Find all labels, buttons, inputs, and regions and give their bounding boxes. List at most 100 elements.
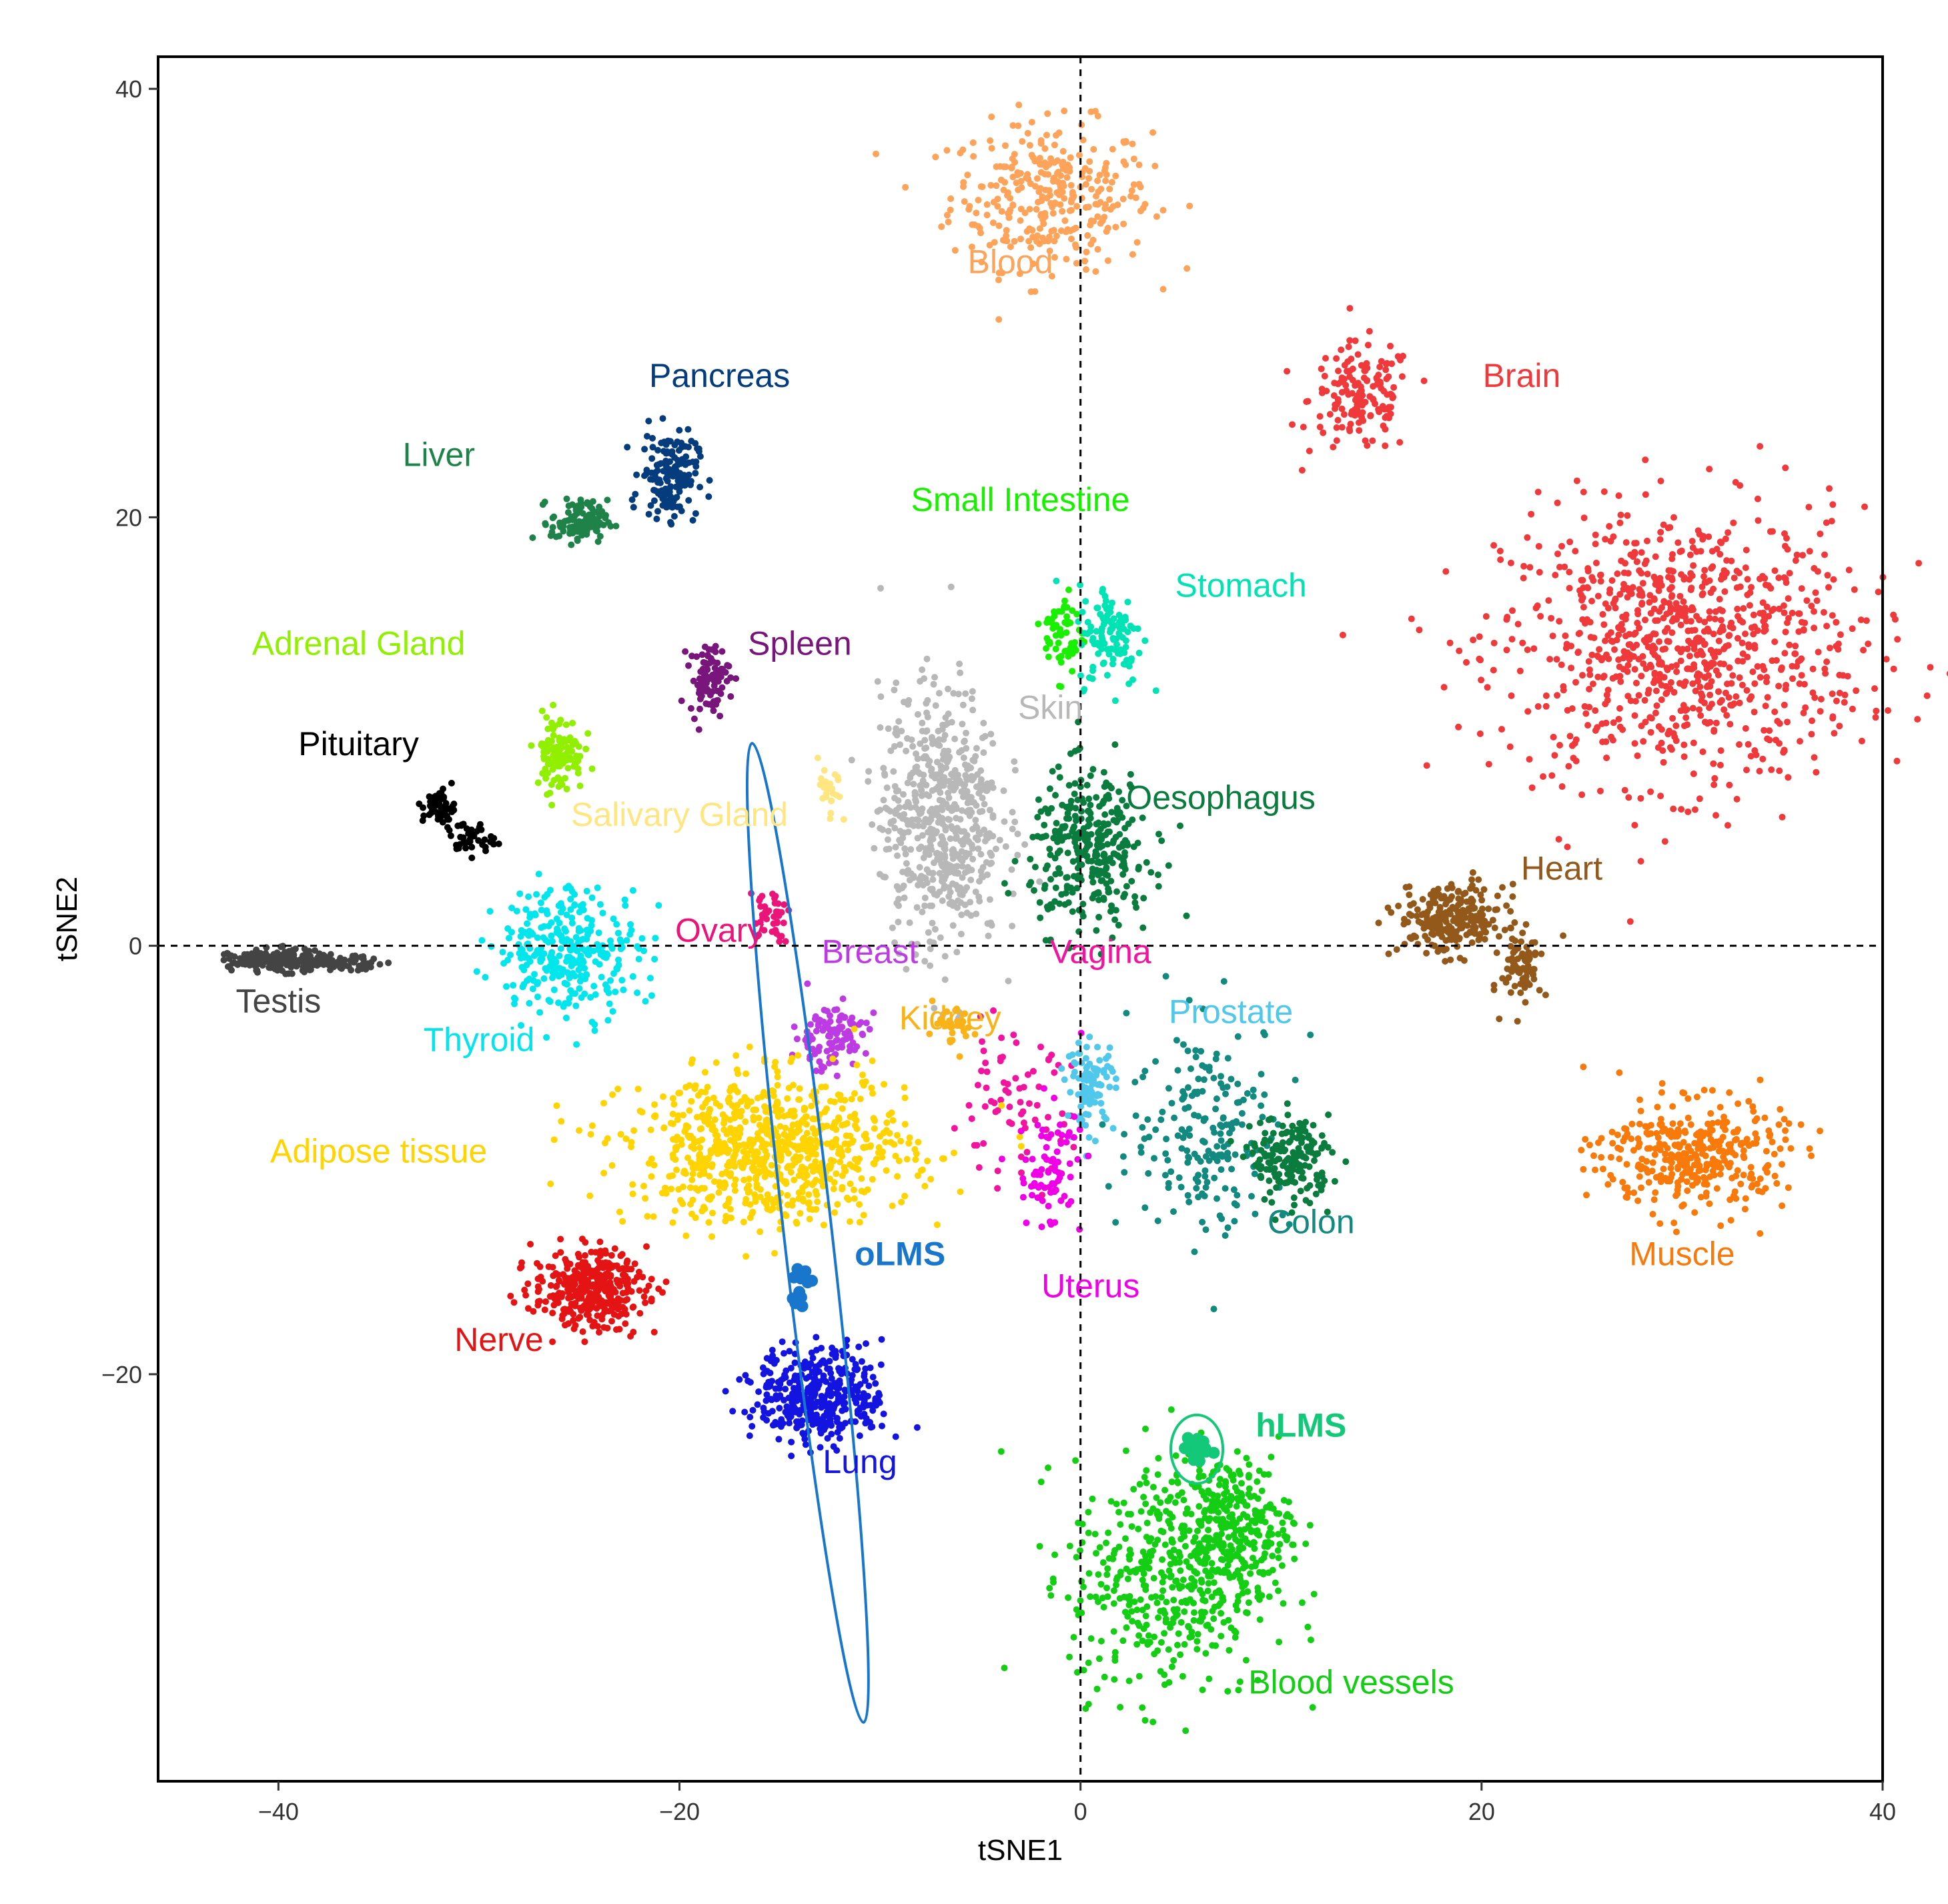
data-point	[250, 959, 258, 967]
data-point	[827, 809, 835, 817]
data-point	[452, 841, 460, 849]
data-point	[1466, 929, 1474, 936]
data-point	[1736, 674, 1743, 681]
data-point	[1228, 1075, 1235, 1083]
data-point	[551, 758, 558, 765]
data-point	[975, 790, 983, 797]
data-point	[983, 201, 991, 208]
data-point	[983, 787, 991, 795]
data-point	[1516, 667, 1524, 674]
data-point	[1792, 650, 1799, 657]
data-point	[882, 805, 889, 811]
data-point	[1312, 1190, 1320, 1198]
data-point	[1516, 969, 1523, 977]
data-point	[588, 765, 596, 773]
data-point	[510, 995, 518, 1001]
data-point	[1678, 806, 1685, 813]
data-point	[1412, 933, 1420, 941]
data-point	[1029, 227, 1036, 234]
data-point	[1572, 678, 1579, 686]
data-point	[913, 816, 920, 823]
data-point	[901, 1094, 909, 1101]
data-point	[1718, 539, 1725, 546]
data-point	[899, 815, 906, 822]
data-point	[1067, 1089, 1074, 1096]
data-point	[566, 995, 573, 1002]
data-point	[1574, 649, 1582, 656]
data-point	[1836, 723, 1843, 730]
data-point	[556, 931, 564, 939]
data-point	[590, 983, 598, 990]
data-point	[1346, 305, 1354, 312]
data-point	[1238, 1121, 1246, 1128]
data-point	[1061, 1076, 1068, 1083]
data-point	[898, 727, 905, 735]
data-point	[641, 472, 648, 480]
data-point	[1652, 553, 1659, 560]
data-point	[1472, 887, 1480, 894]
data-point	[1809, 717, 1815, 725]
data-point	[579, 935, 586, 943]
data-point	[1052, 884, 1059, 891]
data-point	[1542, 991, 1549, 999]
data-point	[865, 778, 872, 785]
data-point	[1354, 380, 1362, 387]
data-point	[1077, 783, 1084, 791]
data-point	[1626, 918, 1634, 925]
data-point	[1106, 1044, 1113, 1051]
data-point	[504, 957, 512, 964]
data-point	[525, 955, 532, 962]
data-point	[1456, 935, 1463, 942]
data-point	[607, 522, 614, 530]
data-point	[1769, 528, 1776, 535]
data-point	[1111, 851, 1118, 857]
data-point	[1582, 710, 1590, 717]
data-point	[1728, 619, 1735, 626]
data-point	[1692, 687, 1699, 694]
data-point	[1102, 177, 1109, 184]
data-point	[672, 483, 680, 490]
data-point	[957, 669, 964, 676]
data-point	[1064, 849, 1071, 857]
data-point	[1055, 763, 1062, 771]
data-point	[559, 905, 566, 913]
data-point	[1115, 844, 1123, 851]
data-point	[1034, 199, 1041, 205]
data-point	[1823, 622, 1831, 630]
data-point	[572, 740, 580, 747]
data-point	[513, 907, 520, 915]
data-point	[1594, 673, 1602, 680]
data-point	[1774, 718, 1781, 725]
data-point	[1055, 682, 1063, 690]
data-point	[1798, 672, 1805, 679]
data-point	[887, 747, 895, 755]
data-point	[1388, 392, 1396, 399]
data-point	[973, 910, 980, 917]
data-point	[1656, 536, 1664, 543]
data-point	[1658, 682, 1665, 689]
data-point	[1698, 637, 1706, 644]
data-point	[1668, 584, 1675, 591]
data-point	[1127, 193, 1135, 200]
data-point	[604, 951, 611, 959]
data-point	[1266, 1152, 1272, 1159]
data-point	[1155, 871, 1161, 879]
data-point	[1085, 1134, 1093, 1141]
data-point	[993, 182, 1000, 189]
data-point	[440, 793, 448, 801]
data-point	[1482, 613, 1490, 620]
data-point	[549, 974, 556, 981]
data-point	[1109, 655, 1117, 662]
data-point	[1676, 680, 1683, 687]
data-point	[1109, 934, 1116, 941]
data-point	[1048, 619, 1055, 626]
data-point	[1658, 696, 1665, 703]
data-point	[1658, 582, 1665, 589]
data-point	[1028, 151, 1035, 159]
data-point	[1528, 510, 1535, 518]
data-point	[914, 755, 921, 763]
data-point	[1234, 1099, 1241, 1106]
data-point	[1572, 736, 1580, 743]
data-point	[933, 759, 941, 766]
data-point	[953, 803, 960, 811]
